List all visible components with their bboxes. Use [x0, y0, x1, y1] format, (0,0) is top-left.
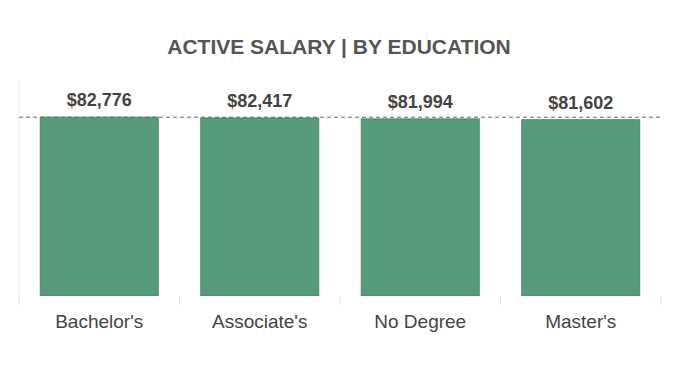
category-separator: [340, 296, 341, 305]
x-tick-label: No Degree: [374, 311, 466, 332]
data-label: $82,776: [67, 90, 132, 110]
bar: [40, 117, 158, 296]
category-separator: [179, 296, 180, 305]
category-separator: [19, 296, 20, 305]
data-label: $81,994: [388, 92, 453, 112]
y-axis-line: [19, 80, 20, 296]
bar: [522, 120, 640, 296]
chart-container: ACTIVE SALARY | BY EDUCATION $82,776 $82,4…: [0, 0, 678, 366]
x-tick-label: Associate's: [212, 311, 308, 332]
category-separator: [500, 296, 501, 305]
max-reference-line: [19, 117, 661, 118]
chart-title: ACTIVE SALARY | BY EDUCATION: [167, 35, 510, 58]
chart-svg: ACTIVE SALARY | BY EDUCATION $82,776 $82,4…: [0, 0, 678, 366]
bar: [361, 119, 479, 296]
x-tick-label: Bachelor's: [55, 311, 143, 332]
data-label: $82,417: [227, 91, 292, 111]
category-separator: [661, 296, 662, 305]
x-tick-label: Master's: [545, 311, 616, 332]
bar: [201, 118, 319, 296]
data-label: $81,602: [548, 93, 613, 113]
bars: [19, 117, 661, 296]
